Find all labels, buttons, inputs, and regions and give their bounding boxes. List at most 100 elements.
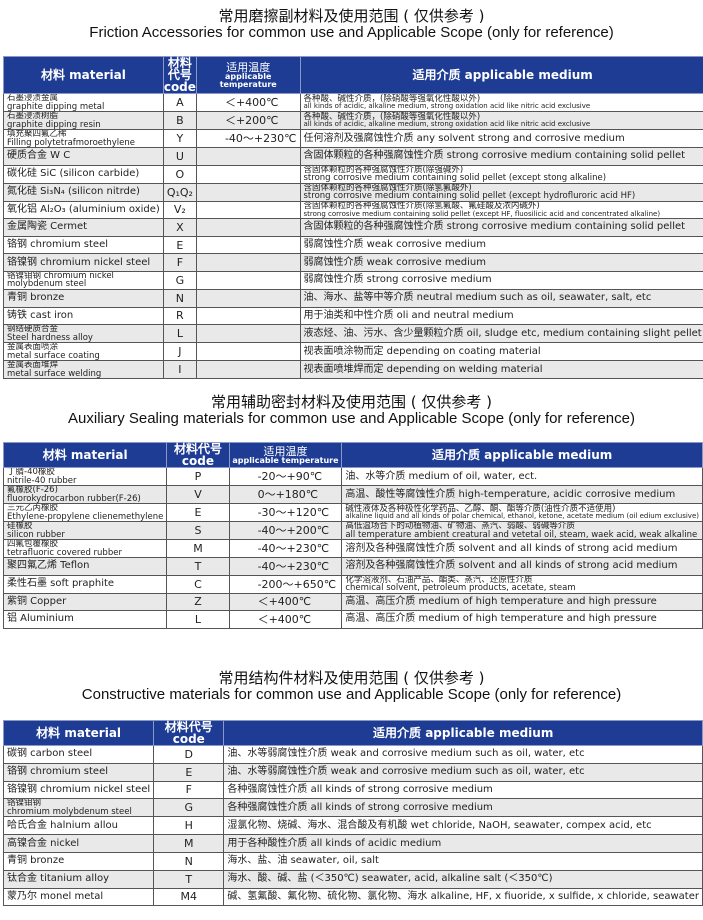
code-cell: Z (166, 592, 230, 612)
material-text: 高镍合金 nickel (7, 837, 80, 849)
code-cell: M (153, 834, 225, 853)
header-medium: 适用介质 applicable medium (223, 720, 703, 746)
header-material: 材料 material (2, 720, 155, 746)
material-text: metal surface welding (7, 368, 102, 379)
material-cell: 铸铁 cast iron (3, 306, 164, 326)
temperature-cell (195, 253, 301, 272)
medium-cell: 各种强腐蚀性介质 all kinds of strong corrosive m… (223, 780, 703, 800)
material-text: 碳钢 carbon steel (7, 748, 93, 760)
medium-cell: 湿氯化物、烧碱、海水、混合酸及有机酸 wet chloride, NaOH, s… (223, 816, 703, 836)
temperature-cell (195, 182, 301, 202)
material-cell: 铬钢 chromium steel (3, 235, 164, 255)
material-text: graphite dipping metal (7, 101, 105, 112)
material-text: 石墨浸渍金属 (7, 93, 59, 103)
header-temperature: 适用温度 applicable temperature (195, 56, 301, 94)
material-cell: 金属表面堆焊 metal surface welding (3, 360, 164, 380)
material-text: Filling polytetrafmoroethylene (7, 137, 135, 148)
material-text: nitrile-40 rubber (7, 475, 77, 486)
medium-text: all temperature ambient creatural and ve… (345, 529, 698, 540)
material-cell: 金属陶瓷 Cermet (3, 218, 164, 237)
medium-text: 油、水等弱腐蚀性介质 weak and corrosive medium suc… (227, 748, 585, 760)
material-text: 四氟包覆橡胶 (7, 539, 59, 549)
table-row: 紫铜 Copper Z ＜+400℃ 高温、高压介质 medium of high t… (2, 592, 703, 612)
table-row: 铬钢 chromium steel E 油、水等弱腐蚀性介质 weak and co… (2, 762, 703, 782)
section-title: 常用磨擦副材料及使用范围 ( 仅供参考 ) Friction Accessorie… (0, 8, 703, 41)
material-text: 丁腈-40橡胶 (7, 467, 55, 477)
medium-cell: 各种酸、碱性介质，(除硝酸等强氧化性酸以外) all kinds of acidi… (299, 111, 703, 130)
table-row: 钢结硬质合金 Steel hardness alloy L 液态烃、油、污水、含少量颗… (3, 324, 703, 344)
table-header-row: 材料 material 材料代号 code 适用温度 applicable tempe… (3, 56, 703, 94)
material-cell: 铬镍钢 chromium nickel steel (3, 253, 164, 272)
material-text: Steel hardness alloy (7, 332, 93, 343)
header-temperature-cn: 适用温度 (263, 444, 308, 458)
material-cell: 钢结硬质合金 Steel hardness alloy (3, 324, 164, 344)
table-row: 高镍合金 nickel M 用于各种酸性介质 all kinds of acidic… (2, 834, 703, 853)
medium-text: all kinds of acidic, alkaline medium, st… (303, 102, 591, 111)
section-title-cn: 常用磨擦副材料及使用范围 ( 仅供参考 ) (218, 7, 485, 25)
header-temperature-cn: 适用温度 (226, 60, 271, 74)
material-text: 铬镍钼钢 (7, 798, 42, 809)
table-row: 青铜 bronze N 油、海水、盐等中等介质 neutral medium suc… (3, 288, 703, 308)
table-row: 铸铁 cast iron R 用于油类和中性介质 oli and neutral m… (3, 306, 703, 326)
code-cell: P (166, 467, 230, 486)
temperature-cell: 0～+180℃ (228, 485, 343, 504)
medium-text: alkaline liquid and all kinds of polar c… (345, 512, 699, 521)
material-text: fluorokydrocarbon rubber(F-26) (7, 493, 141, 504)
material-text: tetrafluoric covered rubber (7, 547, 122, 558)
temperature-cell: -200～+650℃ (228, 574, 343, 594)
code-cell: N (162, 288, 197, 308)
medium-text: chemical solvent, petroleum products, ac… (345, 583, 576, 594)
temperature-cell (195, 306, 301, 326)
temperature-cell (195, 147, 301, 166)
material-text: chromium molybdenum steel (7, 806, 132, 817)
code-cell: F (162, 253, 197, 272)
material-cell: 铬镍钼钢 chromium nickel molybdenum steel (3, 270, 164, 290)
temperature-cell: ＜+400℃ (228, 592, 343, 612)
table-row: 铬钢 chromium steel E 弱腐蚀性介质 weak corrosive … (3, 235, 703, 255)
medium-cell: 含固体颗粒的各种强腐蚀性介质 strong corrosive medium c… (299, 147, 703, 166)
table-row: 哈氏合金 halnium allou H 湿氯化物、烧碱、海水、混合酸及有机酸 we… (2, 816, 703, 836)
material-text: graphite dipping resin (7, 119, 101, 130)
header-code: 材料代号 code (166, 442, 230, 468)
material-text: 碳化硅 SiC (silicon carbide) (7, 168, 140, 180)
medium-text: 湿氯化物、烧碱、海水、混合酸及有机酸 wet chloride, NaOH, s… (227, 819, 652, 831)
medium-cell: 弱腐蚀性介质 strong corrosive medium (299, 270, 703, 290)
material-text: 青铜 bronze (7, 855, 65, 867)
medium-text: 化学溶液剂、石油产品、酯类、蒸汽、还原性介质 (345, 575, 533, 585)
table-row: 铬镍钢 chromium nickel steel F 各种强腐蚀性介质 all k… (2, 780, 703, 800)
medium-text: 视表面喷堆焊而定 depending on welding material (303, 363, 543, 375)
code-cell: A (162, 93, 197, 112)
materials-table: 材料 material 材料代号 code 适用温度 applicable tempe… (3, 56, 703, 380)
section-title-cn: 常用辅助密封材料及使用范围 ( 仅供参考 ) (210, 393, 492, 411)
table-row: 碳化硅 SiC (silicon carbide) O 含固体颗粒的各种强腐蚀性介质… (3, 164, 703, 184)
medium-cell: 溶剂及各种强腐蚀性介质 solvent and all kinds of str… (341, 539, 703, 558)
medium-cell: 油、水等弱腐蚀性介质 weak and corrosive medium suc… (223, 745, 703, 764)
material-text: 金属表面堆焊 (7, 360, 59, 371)
temperature-cell (195, 164, 301, 184)
code-cell: E (162, 235, 197, 255)
code-cell: T (166, 557, 230, 576)
temperature-cell: ＜+200℃ (195, 111, 301, 130)
medium-cell: 油、水等介质 medium of oil, water, ect. (341, 467, 703, 486)
temperature-cell: -30～+120℃ (228, 503, 343, 522)
medium-text: 碱性液体及各种极性化学药品、乙醇、酮、酯等介质(油性介质不适使用) (345, 503, 616, 514)
material-text: 金属表面喷涂 (7, 342, 59, 353)
code-cell: C (166, 574, 230, 594)
material-text: 铸铁 cast iron (7, 309, 74, 321)
material-text: 填充聚四氟乙稀 (7, 129, 67, 139)
code-cell: G (153, 798, 225, 818)
code-cell: J (162, 342, 197, 362)
medium-cell: 用于油类和中性介质 oli and neutral medium (299, 306, 703, 326)
material-cell: 铬镍钢 chromium nickel steel (2, 780, 155, 800)
table-row: 金属表面喷涂 metal surface coating J 视表面喷涂物而定 dep… (3, 342, 703, 362)
table-row: 填充聚四氟乙稀 Filling polytetrafmoroethylene Y -4… (3, 129, 703, 148)
material-cell: 钛合金 titanium alloy (2, 869, 155, 889)
medium-text: 碱、氢氟酸、氟化物、硫化物、氯化物、海水 alkaline, HF, x fiu… (227, 890, 699, 902)
medium-text: 用于各种酸性介质 all kinds of acidic medium (227, 837, 442, 849)
table-row: 聚四氟乙烯 Teflon T -40～+230℃ 溶剂及各种强腐蚀性介质 solven… (2, 557, 703, 576)
medium-text: 含固体颗粒的各种强腐蚀性介质 strong corrosive medium c… (303, 221, 686, 233)
temperature-cell (195, 324, 301, 344)
medium-text: 液态烃、油、污水、含少量颗粒介质 oil, sludge etc, medium… (303, 327, 702, 339)
temperature-cell: -40～+230℃ (195, 129, 301, 148)
medium-text: 溶剂及各种强腐蚀性介质 solvent and all kinds of str… (345, 560, 678, 572)
